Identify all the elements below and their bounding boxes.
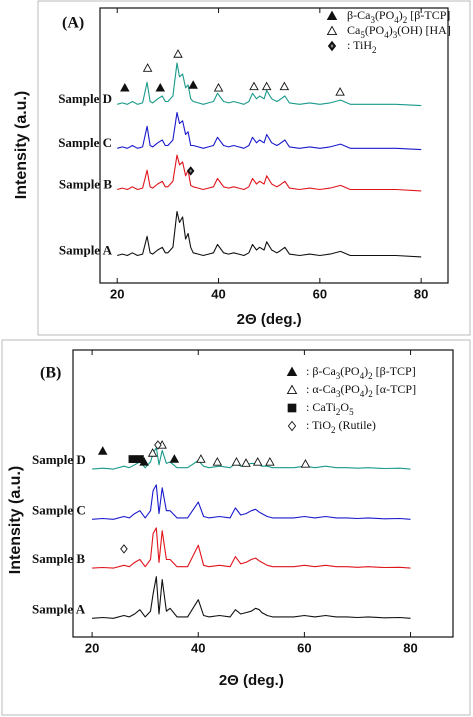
marker-diamond-inner [330, 43, 334, 49]
marker-triangle [300, 459, 311, 468]
marker-triangle [212, 457, 223, 466]
x-tick-label: 60 [313, 286, 327, 301]
y-axis-title: Intensity (a.u.) [13, 91, 30, 199]
marker-diamond [287, 420, 297, 432]
sample-label: Sample A [32, 601, 86, 616]
legend-label: : β-Ca3(PO4)2 [β-TCP] [306, 364, 416, 381]
marker-triangle [213, 82, 224, 92]
sample-label: Sample D [58, 91, 112, 106]
xrd-trace [117, 111, 422, 151]
marker-triangle [241, 458, 251, 467]
panel-frame [37, 0, 471, 336]
marker-diamond [154, 440, 162, 450]
xrd-trace [92, 527, 411, 569]
xrd-trace [117, 62, 422, 107]
y-axis-title: Intensity (a.u.) [7, 466, 24, 574]
marker-triangle [231, 457, 242, 466]
marker-triangle [279, 81, 290, 91]
marker-triangle [120, 82, 130, 92]
sample-label: Sample D [32, 452, 86, 467]
marker-triangle [249, 81, 259, 91]
x-axis-title: 2Θ (deg.) [219, 672, 284, 689]
marker-triangle [169, 454, 180, 463]
marker-square [135, 455, 144, 463]
sample-label: Sample B [59, 176, 112, 191]
marker-triangle [252, 457, 263, 466]
marker-triangle [335, 87, 345, 96]
sample-label: Sample C [32, 502, 86, 517]
marker-triangle [147, 448, 158, 457]
marker-diamond [120, 544, 128, 554]
x-tick-label: 40 [191, 640, 205, 655]
marker-triangle [173, 49, 183, 58]
marker-triangle [155, 82, 166, 92]
x-tick-label: 80 [414, 286, 428, 301]
panel-label: (A) [62, 15, 84, 32]
panel-frame [1, 339, 471, 716]
xrd-trace [92, 576, 411, 619]
xrd-trace [117, 210, 422, 258]
marker-triangle [265, 457, 275, 466]
x-tick-label: 20 [85, 640, 99, 655]
marker-triangle [97, 446, 108, 455]
marker-triangle [196, 454, 206, 463]
marker-triangle [326, 10, 338, 21]
sample-label: Sample B [32, 551, 85, 566]
legend-label: β-Ca3(PO4)2 [β-TCP] [347, 8, 450, 25]
marker-triangle [188, 80, 198, 89]
xrd-trace [92, 447, 411, 470]
x-tick-label: 40 [211, 286, 225, 301]
marker-triangle [261, 81, 272, 91]
xrd-trace [117, 154, 422, 192]
marker-triangle [286, 384, 298, 395]
x-tick-label: 20 [110, 286, 124, 301]
xrd-trace [92, 484, 411, 520]
legend-label: : CaTi2O5 [306, 400, 354, 417]
marker-triangle [142, 63, 153, 72]
legend-label: Ca5(PO4)3(OH) [HA] [347, 23, 451, 40]
x-tick-label: 60 [297, 640, 311, 655]
plot-frame [72, 349, 454, 638]
marker-diamond-inner [189, 169, 193, 173]
x-axis-title: 2Θ (deg.) [237, 311, 302, 328]
panel-label: (B) [40, 365, 61, 382]
sample-label: Sample C [58, 135, 112, 150]
sample-label: Sample A [59, 242, 113, 257]
plot-frame [99, 7, 449, 284]
marker-triangle [326, 25, 338, 36]
legend-label: : TiH2 [347, 38, 377, 55]
marker-triangle [286, 366, 298, 377]
marker-square [128, 455, 137, 463]
marker-square [287, 403, 297, 413]
x-tick-label: 80 [403, 640, 417, 655]
legend-label: : α-Ca3(PO4)2 [α-TCP] [306, 382, 416, 399]
legend-label: : TiO2 (Rutile) [306, 418, 376, 435]
